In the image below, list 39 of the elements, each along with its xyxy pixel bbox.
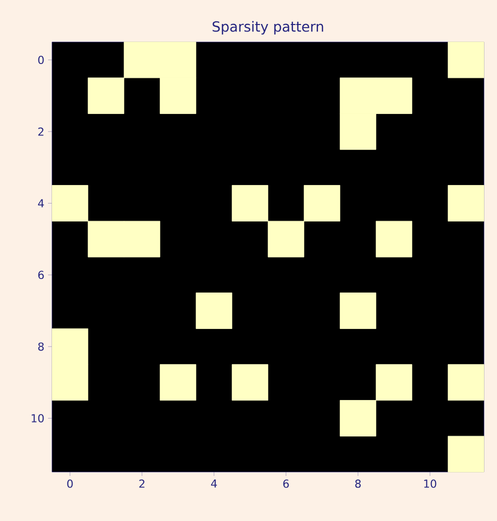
x-tick-label: 6 xyxy=(283,480,289,488)
point xyxy=(52,328,88,365)
y-tick-label: 2 xyxy=(38,128,44,136)
point xyxy=(376,78,412,114)
y-tick-label: 8 xyxy=(38,342,44,351)
y-tick-label: 0 xyxy=(38,56,44,64)
point xyxy=(268,220,304,258)
x-tick-label: 10 xyxy=(424,480,436,488)
point xyxy=(340,78,376,114)
x-tick-label: 4 xyxy=(211,480,217,488)
point xyxy=(124,42,160,78)
x-tick-label: 0 xyxy=(67,480,73,488)
x-tick-label: 2 xyxy=(139,480,144,488)
point xyxy=(448,42,484,78)
point xyxy=(52,185,88,222)
point xyxy=(340,400,376,436)
point xyxy=(52,364,88,401)
point xyxy=(124,220,160,258)
point xyxy=(448,436,484,472)
point xyxy=(88,78,124,114)
point xyxy=(232,364,268,401)
point xyxy=(160,42,196,78)
point xyxy=(340,292,376,329)
y-tick-label: 4 xyxy=(38,199,44,208)
y-tick-label: 10 xyxy=(32,414,44,422)
point xyxy=(376,220,412,258)
x-tick-label: 8 xyxy=(355,480,361,488)
point xyxy=(340,113,376,150)
chart-title: Sparsity pattern xyxy=(212,21,324,35)
point xyxy=(448,364,484,401)
point xyxy=(88,220,124,258)
point xyxy=(448,185,484,222)
point xyxy=(196,292,232,329)
y-tick-label: 6 xyxy=(38,270,44,280)
point xyxy=(160,364,196,401)
point xyxy=(304,185,340,222)
point xyxy=(232,185,268,222)
point xyxy=(160,78,196,114)
point xyxy=(376,364,412,401)
